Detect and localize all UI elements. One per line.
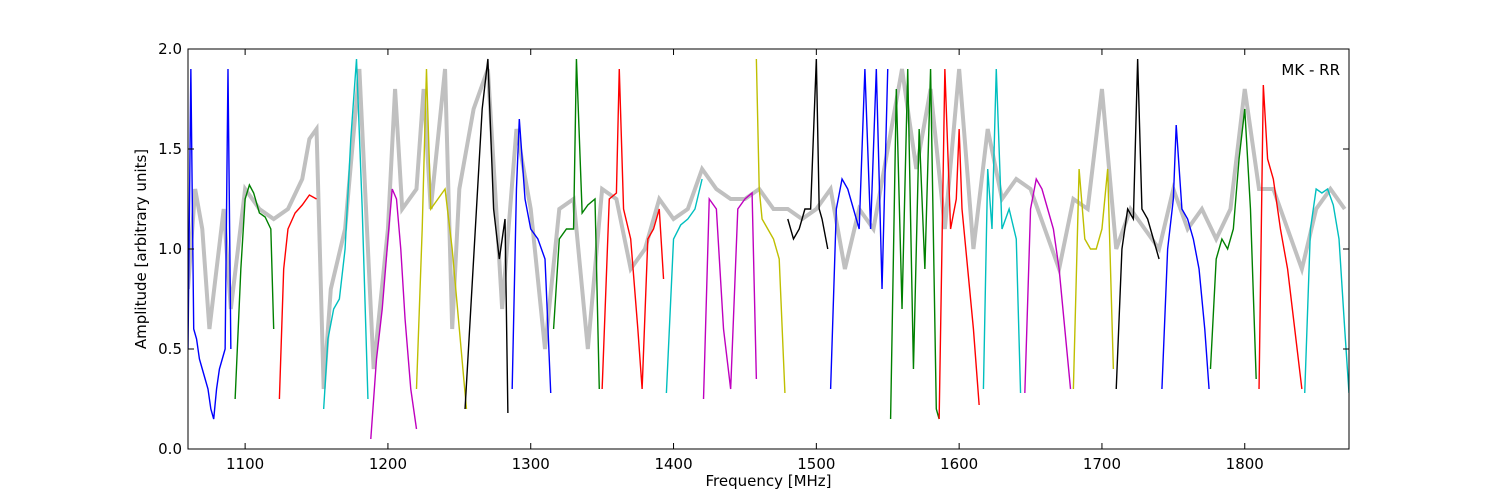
- series-line-24: [1258, 84, 1303, 390]
- y-tick-label: 0.5: [158, 340, 182, 358]
- series-line-12: [702, 191, 758, 400]
- series-line-22: [1161, 124, 1210, 390]
- plot-area: [188, 58, 1349, 440]
- series-line-25: [1304, 187, 1349, 394]
- x-axis-ticks: 1100 1200 1300 1400 1500 1600 1700 1800: [226, 49, 1264, 473]
- series-line-4: [322, 58, 369, 410]
- series-line-23: [1209, 108, 1257, 380]
- y-tick-label: 0.0: [158, 440, 182, 458]
- series-line-9: [552, 58, 600, 390]
- x-tick-label: 1700: [1083, 455, 1121, 473]
- series-line-15: [829, 68, 889, 390]
- series-line-20: [1072, 168, 1115, 390]
- series-line-13: [755, 58, 786, 394]
- series-line-7: [464, 58, 509, 414]
- series-line-5: [370, 188, 418, 440]
- x-axis-label: Frequency [MHz]: [705, 472, 831, 490]
- series-group: [188, 58, 1349, 440]
- series-line-6: [415, 68, 468, 410]
- x-tick-label: 1600: [940, 455, 978, 473]
- background-line: [188, 68, 1347, 390]
- baseline-annotation: MK - RR: [1281, 61, 1340, 79]
- series-line-8: [511, 118, 552, 394]
- series-line-16: [889, 68, 940, 420]
- series-line-18: [982, 68, 1022, 394]
- x-tick-label: 1500: [797, 455, 835, 473]
- series-line-3: [278, 194, 317, 400]
- series-line-10: [601, 68, 665, 390]
- x-tick-label: 1400: [654, 455, 692, 473]
- series-line-17: [938, 68, 980, 420]
- y-tick-label: 2.0: [158, 40, 182, 58]
- series-line-2: [234, 183, 275, 400]
- background-series: [188, 68, 1347, 390]
- y-axis-ticks: 0.0 0.5 1.0 1.5 2.0: [158, 40, 1349, 458]
- x-tick-label: 1200: [369, 455, 407, 473]
- x-tick-label: 1100: [226, 455, 264, 473]
- series-line-21: [1115, 58, 1160, 390]
- y-tick-label: 1.5: [158, 140, 182, 158]
- y-tick-label: 1.0: [158, 240, 182, 258]
- x-tick-label: 1300: [512, 455, 550, 473]
- series-line-19: [1024, 177, 1072, 394]
- series-line-14: [787, 58, 829, 250]
- series-line-11: [665, 178, 703, 394]
- x-tick-label: 1800: [1226, 455, 1264, 473]
- y-axis-label: Amplitude [arbitrary units]: [132, 149, 150, 349]
- series-line-1: [188, 68, 232, 420]
